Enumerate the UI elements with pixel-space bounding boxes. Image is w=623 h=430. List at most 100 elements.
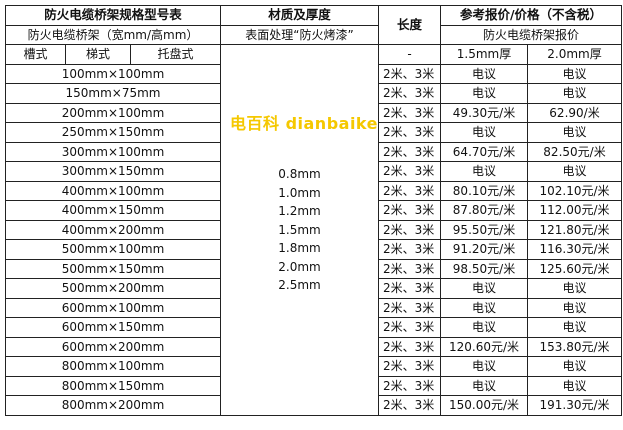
spec-cell: 100mm×100mm [5,63,221,84]
length-cell: 2米、3米 [378,336,441,357]
length-cell: 2米、3米 [378,219,441,240]
price-1-5-cell: 150.00元/米 [440,395,528,416]
thickness-col-1-5: 1.5mm厚 [440,44,528,65]
table-row: 100mm×100mm 2米、3米 电议 电议 [5,63,623,84]
price-2-0-cell: 121.80元/米 [526,219,623,240]
material-subtitle: 表面处理“防火烤漆” [220,24,379,45]
table-row: 300mm×100mm 2米、3米 64.70元/米 82.50元/米 [5,141,623,162]
spec-cell: 500mm×150mm [5,258,221,279]
price-2-0-cell: 电议 [526,297,623,318]
length-cell: 2米、3米 [378,258,441,279]
spec-cell: 500mm×200mm [5,278,221,299]
price-1-5-cell: 120.60元/米 [440,336,528,357]
length-cell: 2米、3米 [378,83,441,104]
header-row-3: 槽式 梯式 托盘式 0.8mm 1.0mm 1.2mm 1.5mm 1.8mm 2.0mm… [5,44,623,416]
length-title: 长度 [378,5,441,45]
spec-cell: 150mm×75mm [5,83,221,104]
spec-cell: 800mm×150mm [5,375,221,396]
table-row: 400mm×100mm 2米、3米 80.10元/米 102.10元/米 [5,180,623,201]
price-2-0-cell: 102.10元/米 [526,180,623,201]
price-1-5-cell: 95.50元/米 [440,219,528,240]
length-cell: 2米、3米 [378,161,441,182]
price-subtitle: 防火电缆桥架报价 [439,24,623,45]
price-2-0-cell: 116.30元/米 [526,239,623,260]
price-title: 参考报价/价格（不含税） [439,5,623,26]
price-2-0-cell: 电议 [526,356,623,377]
length-cell: 2米、3米 [378,356,441,377]
header-row-2: 防火电缆桥架（宽mm/高mm） 表面处理“防火烤漆” 防火电缆桥架报价 [5,24,623,45]
spec-cell: 500mm×100mm [5,239,221,260]
spec-cell: 400mm×100mm [5,180,221,201]
length-cell: 2米、3米 [378,297,441,318]
thickness-value: 1.0mm [278,185,321,200]
price-2-0-cell: 电议 [526,83,623,104]
header-row-1: 防火电缆桥架规格型号表 材质及厚度 长度 参考报价/价格（不含税） [5,5,623,45]
table-row: 800mm×200mm 2米、3米 150.00元/米 191.30元/米 [5,395,623,416]
table-row: 600mm×200mm 2米、3米 120.60元/米 153.80元/米 [5,336,623,357]
price-2-0-cell: 125.60元/米 [526,258,623,279]
thickness-value: 1.2mm [278,204,321,218]
price-1-5-cell: 电议 [440,375,528,396]
price-1-5-cell: 电议 [440,161,528,182]
type-trough: 槽式 [5,44,66,65]
price-2-0-cell: 62.90/米 [526,102,623,123]
spec-cell: 300mm×150mm [5,161,221,182]
length-cell: 2米、3米 [378,200,441,221]
length-cell: 2米、3米 [378,63,441,84]
thickness-list: 0.8mm 1.0mm 1.2mm 1.5mm 1.8mm 2.0mm 2.5mm [220,44,379,416]
price-1-5-cell: 电议 [440,278,528,299]
table-row: 400mm×200mm 2米、3米 95.50元/米 121.80元/米 [5,219,623,240]
price-2-0-cell: 191.30元/米 [526,395,623,416]
spec-cell: 400mm×150mm [5,200,221,221]
price-1-5-cell: 80.10元/米 [440,180,528,201]
table-row: 500mm×200mm 2米、3米 电议 电议 [5,278,623,299]
price-2-0-cell: 电议 [526,278,623,299]
spec-price-table: 防火电缆桥架规格型号表 材质及厚度 长度 参考报价/价格（不含税） 防火电缆桥架… [5,5,623,416]
length-cell: 2米、3米 [378,375,441,396]
price-1-5-cell: 64.70元/米 [440,141,528,162]
price-2-0-cell: 电议 [526,161,623,182]
table-row: 300mm×150mm 2米、3米 电议 电议 [5,161,623,182]
length-cell: 2米、3米 [378,122,441,143]
length-cell: 2米、3米 [378,141,441,162]
type-tray: 托盘式 [130,44,221,65]
price-1-5-cell: 电议 [440,317,528,338]
length-cell: 2米、3米 [378,278,441,299]
table-row: 500mm×100mm 2米、3米 91.20元/米 116.30元/米 [5,239,623,260]
type-ladder: 梯式 [65,44,131,65]
spec-cell: 200mm×100mm [5,102,221,123]
price-1-5-cell: 电议 [440,63,528,84]
thickness-value: 2.5mm [278,278,321,292]
price-2-0-cell: 112.00元/米 [526,200,623,221]
thickness-value: 1.8mm [278,241,321,255]
price-1-5-cell: 91.20元/米 [440,239,528,260]
spec-cell: 600mm×150mm [5,317,221,338]
price-2-0-cell: 电议 [526,317,623,338]
length-cell: 2米、3米 [378,395,441,416]
length-cell: 2米、3米 [378,180,441,201]
spec-cell: 800mm×200mm [5,395,221,416]
spec-cell: 400mm×200mm [5,219,221,240]
price-2-0-cell: 电议 [526,122,623,143]
material-title: 材质及厚度 [220,5,379,26]
thickness-value: 0.8mm [278,167,321,181]
price-1-5-cell: 电议 [440,356,528,377]
spec-cell: 800mm×100mm [5,356,221,377]
price-1-5-cell: 87.80元/米 [440,200,528,221]
price-1-5-cell: 电议 [440,83,528,104]
price-2-0-cell: 电议 [526,375,623,396]
price-1-5-cell: 49.30元/米 [440,102,528,123]
spec-title: 防火电缆桥架规格型号表 [5,5,221,26]
price-1-5-cell: 电议 [440,297,528,318]
table-row: 200mm×100mm 2米、3米 49.30元/米 62.90/米 [5,102,623,123]
length-cell: 2米、3米 [378,102,441,123]
length-dash: - [378,44,441,65]
spec-subtitle: 防火电缆桥架（宽mm/高mm） [5,24,221,45]
table-row: 600mm×100mm 2米、3米 电议 电议 [5,297,623,318]
length-cell: 2米、3米 [378,239,441,260]
spec-cell: 300mm×100mm [5,141,221,162]
price-1-5-cell: 98.50元/米 [440,258,528,279]
price-2-0-cell: 153.80元/米 [526,336,623,357]
length-cell: 2米、3米 [378,317,441,338]
thickness-col-2-0: 2.0mm厚 [526,44,623,65]
